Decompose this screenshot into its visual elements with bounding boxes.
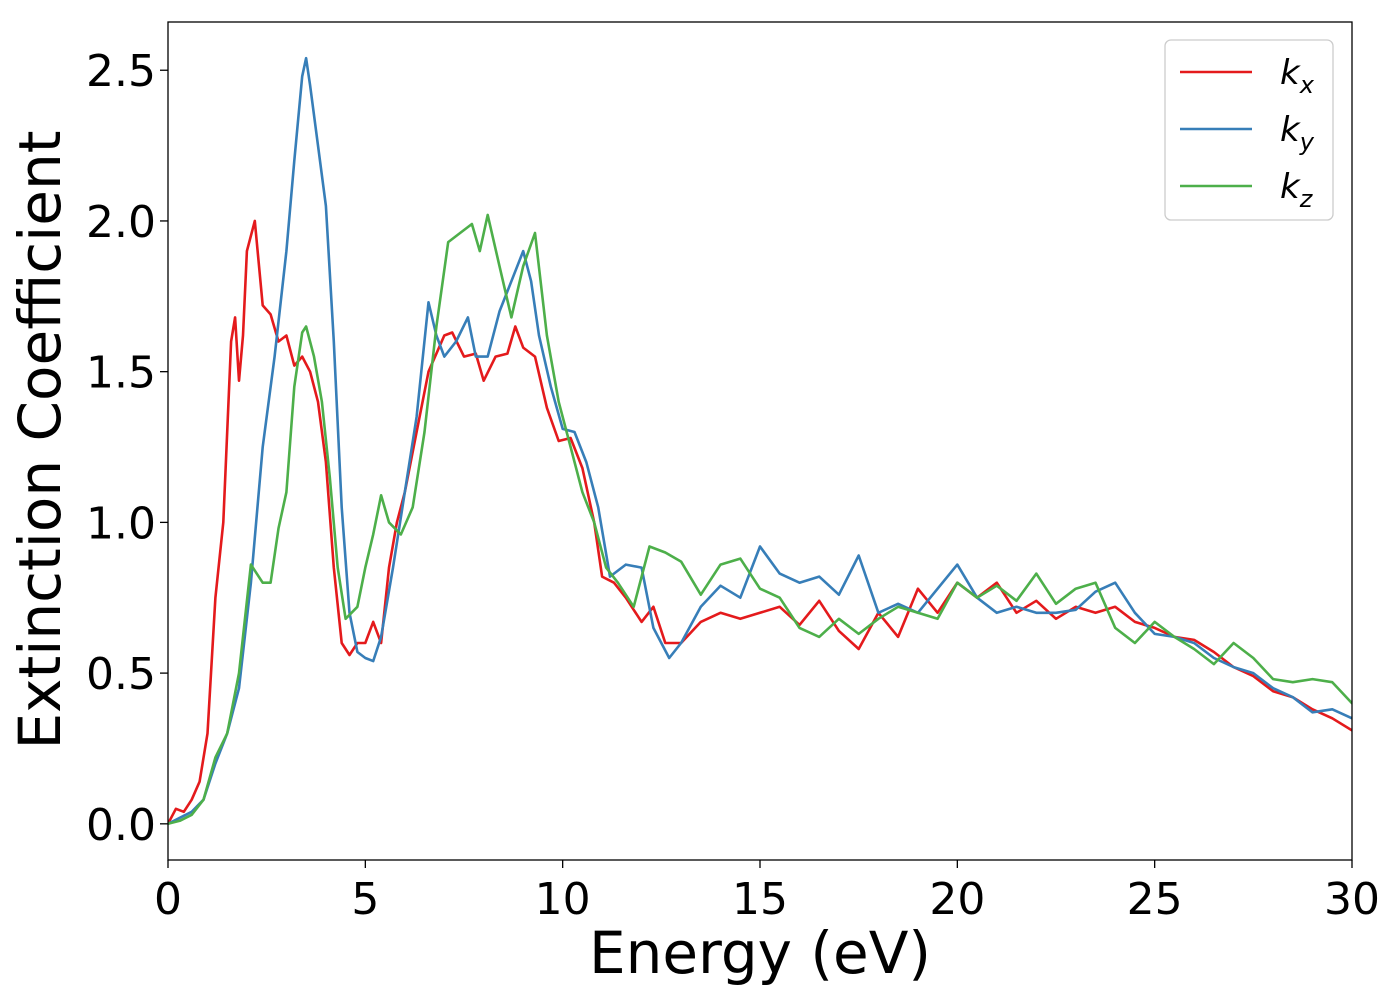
series-layer (168, 56, 1352, 826)
x-tick-label: 20 (929, 874, 985, 925)
series-line-x (168, 219, 1352, 826)
legend-label-y: ky (1280, 110, 1315, 156)
x-tick-label: 25 (1127, 874, 1183, 925)
y-axis-label: Extinction Coefficient (6, 131, 74, 750)
legend-label-z: kz (1280, 167, 1314, 213)
x-tick-label: 0 (154, 874, 182, 925)
y-tick-label: 0.5 (86, 649, 156, 700)
series-line-z (168, 213, 1352, 826)
series-line-y (168, 56, 1352, 826)
x-tick-label: 5 (351, 874, 379, 925)
y-tick-label: 2.0 (86, 197, 156, 248)
y-tick-label: 2.5 (86, 46, 156, 97)
axes-layer: 0 5 10 15 20 25 30 0.0 0.5 1.0 1.5 2.0 2.5 (86, 21, 1380, 925)
y-tick-label: 1.5 (86, 348, 156, 399)
x-tick-label: 10 (535, 874, 591, 925)
y-tick-label: 1.0 (86, 498, 156, 549)
x-axis-label: Energy (eV) (589, 919, 931, 987)
legend: kx ky kz (1164, 39, 1334, 221)
x-tick-label: 15 (732, 874, 788, 925)
legend-label-x: kx (1280, 53, 1315, 99)
x-tick-label: 30 (1324, 874, 1380, 925)
y-tick-label: 0.0 (86, 800, 156, 851)
